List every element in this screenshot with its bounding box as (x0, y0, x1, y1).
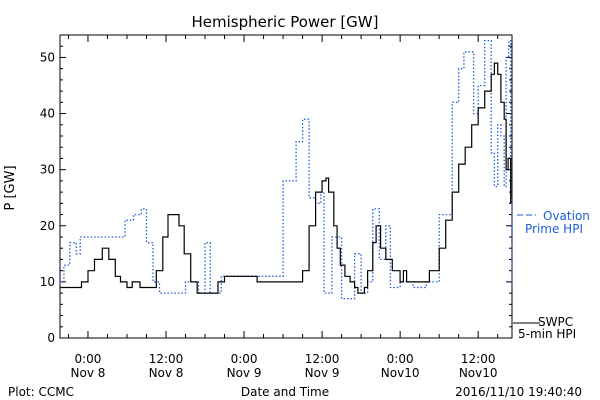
x-tick-label-date: Nov 8 (71, 366, 106, 380)
x-tick-label-time: 12:00 (149, 352, 184, 366)
y-axis-label: P [GW] (3, 165, 18, 210)
footer-left: Plot: CCMC (8, 385, 74, 399)
y-tick-label: 40 (40, 107, 55, 121)
y-tick-label: 30 (40, 163, 55, 177)
legend-ovation-line2: Prime HPI (525, 222, 583, 236)
y-axis-ticks: 0 10 20 30 40 50 (40, 34, 512, 345)
series-ovation-line (60, 39, 513, 300)
x-tick-label-time: 12:00 (305, 352, 340, 366)
x-axis-label: Date and Time (241, 385, 329, 399)
footer-right: 2016/11/10 19:40:40 (455, 385, 582, 399)
plot-area (59, 34, 513, 339)
x-tick-label-date: Nov 9 (305, 366, 340, 380)
x-tick-label-date: Nov 8 (149, 366, 184, 380)
series-swpc-line (60, 62, 512, 294)
y-tick-label: 50 (40, 50, 55, 64)
y-tick-label: 10 (40, 275, 55, 289)
legend-swpc: SWPC 5-min HPI (513, 315, 576, 341)
x-tick-label-time: 12:00 (461, 352, 496, 366)
y-tick-label: 20 (40, 219, 55, 233)
x-tick-label-time: 0:00 (74, 352, 101, 366)
legend-swpc-line2: 5-min HPI (518, 327, 576, 341)
y-tick-label: 0 (47, 331, 55, 345)
legend-swpc-line1: SWPC (538, 315, 573, 329)
x-tick-label-date: Nov10 (459, 366, 498, 380)
chart-title: Hemispheric Power [GW] (192, 13, 379, 31)
legend-ovation-line1: Ovation (543, 209, 590, 223)
x-tick-label-time: 0:00 (387, 352, 414, 366)
x-tick-label-time: 0:00 (231, 352, 258, 366)
series-lines (60, 39, 513, 300)
legend-ovation: Ovation Prime HPI (517, 209, 590, 236)
x-tick-label-date: Nov 9 (227, 366, 262, 380)
x-tick-label-date: Nov10 (381, 366, 420, 380)
